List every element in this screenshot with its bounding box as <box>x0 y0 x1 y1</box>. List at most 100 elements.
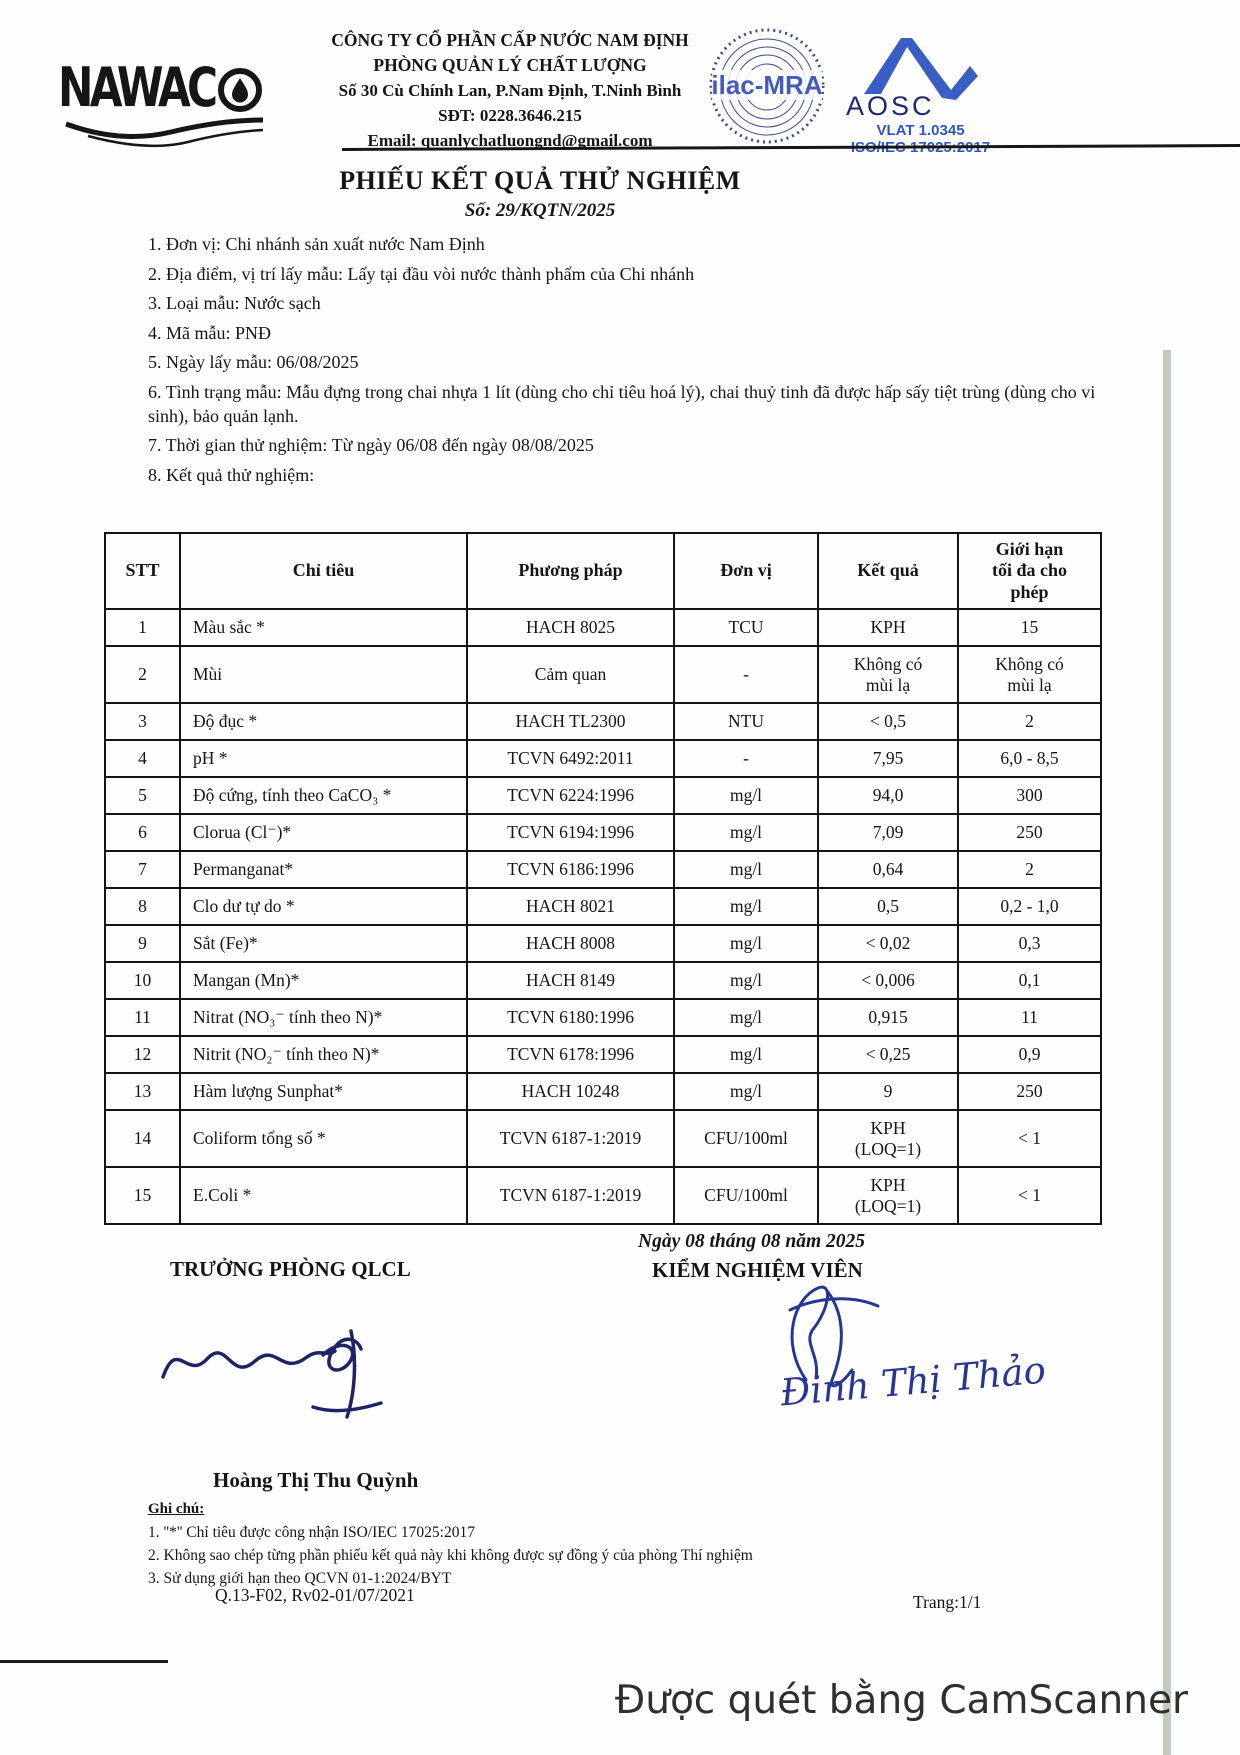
table-cell: TCVN 6492:2011 <box>466 739 675 778</box>
info-item-ket-qua: 8. Kết quả thử nghiệm: <box>148 464 315 485</box>
info-item-thoi-gian: 7. Thời gian thử nghiệm: Từ ngày 06/08 đ… <box>148 435 594 455</box>
logo-wave-line <box>65 117 264 139</box>
table-cell: 250 <box>957 813 1102 852</box>
ilac-mra-stamp: ilac-MRA <box>708 26 826 146</box>
scan-artifact-horizontal-line <box>0 1660 168 1663</box>
info-item-don-vi: 1. Đơn vị: Chi nhánh sản xuất nước Nam Đ… <box>148 234 485 254</box>
table-cell: TCVN 6194:1996 <box>466 813 675 852</box>
table-cell: 7 <box>104 850 181 889</box>
table-cell: Mangan (Mn)* <box>179 961 468 1000</box>
table-header-cell: Giới hạn tối đa cho phép <box>957 532 1102 610</box>
table-cell: Clo dư tự do * <box>179 887 468 926</box>
table-cell: 9 <box>817 1072 959 1111</box>
table-cell: HACH 8025 <box>466 608 675 647</box>
info-item-tinh-trang-mau: 6. Tình trạng mẫu: Mẫu đựng trong chai n… <box>148 381 1096 426</box>
table-cell: E.Coli * <box>179 1166 468 1225</box>
table-cell: mg/l <box>673 776 819 815</box>
left-signature-mark <box>155 1315 445 1440</box>
notes-section: Ghi chú: 1. ''*'' Chỉ tiêu được công nhậ… <box>148 1498 1048 1590</box>
aosc-logo: AOSC VLAT 1.0345 ISO/IEC 17025:2017 <box>838 28 1003 156</box>
table-cell: mg/l <box>673 998 819 1037</box>
table-cell: 6,0 - 8,5 <box>957 739 1102 778</box>
table-cell: TCVN 6186:1996 <box>466 850 675 889</box>
water-drop-icon <box>232 78 248 103</box>
table-cell: Độ cứng, tính theo CaCO₃ * <box>179 776 468 815</box>
table-cell: 0,3 <box>957 924 1102 963</box>
table-cell: mg/l <box>673 887 819 926</box>
info-item-dia-diem: 2. Địa điểm, vị trí lấy mẫu: Lấy tại đầu… <box>148 263 695 284</box>
table-cell: TCVN 6180:1996 <box>466 998 675 1037</box>
note-item-1: 1. ''*'' Chỉ tiêu được công nhận ISO/IEC… <box>148 1524 475 1541</box>
table-cell: TCVN 6224:1996 <box>466 776 675 815</box>
table-row: 7 Permanganat* TCVN 6186:1996 mg/l 0,64 2 <box>104 850 1102 889</box>
ilac-mra-stamp-text: ilac-MRA <box>711 70 822 100</box>
department-name: PHÒNG QUẢN LÝ CHẤT LƯỢNG <box>373 55 647 75</box>
table-cell: mg/l <box>673 1035 819 1074</box>
test-results-table: STT Chỉ tiêu Phương pháp Đơn vị Kết quả Giới … <box>104 532 1102 1225</box>
table-cell: - <box>673 645 819 704</box>
scan-artifact-vertical-line <box>1163 350 1171 1755</box>
table-cell: Nitrat (NO₃⁻ tính theo N)* <box>179 998 468 1037</box>
logo-letter-o <box>218 68 262 112</box>
table-cell: 250 <box>957 1072 1102 1111</box>
table-row: 11 Nitrat (NO₃⁻ tính theo N)* TCVN 6180:19… <box>104 998 1102 1037</box>
table-cell: 12 <box>104 1035 181 1074</box>
table-cell: 2 <box>957 702 1102 741</box>
table-cell: Không có mùi lạ <box>817 645 959 704</box>
table-cell: Nitrit (NO₂⁻ tính theo N)* <box>179 1035 468 1074</box>
info-item-ngay-lay-mau: 5. Ngày lấy mẫu: 06/08/2025 <box>148 352 359 372</box>
aosc-glyph-right-stroke <box>900 38 951 98</box>
table-cell: 2 <box>104 645 181 704</box>
table-cell: mg/l <box>673 1072 819 1111</box>
camscanner-watermark: Được quét bằng CamScanner <box>615 1678 1189 1723</box>
info-item-ma-mau: 4. Mã mẫu: PNĐ <box>148 322 271 343</box>
info-item-loai-mau: 3. Loại mẫu: Nước sạch <box>148 293 321 313</box>
table-cell: < 0,25 <box>817 1035 959 1074</box>
table-cell: 3 <box>104 702 181 741</box>
document-form-code: Q.13-F02, Rv02-01/07/2021 <box>215 1585 415 1605</box>
table-header-cell: STT <box>104 532 181 610</box>
table-row: 8 Clo dư tự do * HACH 8021 mg/l 0,5 0,2 - 1,0 <box>104 887 1102 926</box>
table-header: STT Chỉ tiêu Phương pháp Đơn vị Kết quả Giới … <box>104 532 1102 610</box>
table-cell: 13 <box>104 1072 181 1111</box>
table-cell: mg/l <box>673 813 819 852</box>
aosc-glyph-check-tail <box>941 66 978 100</box>
table-row: 12 Nitrit (NO₂⁻ tính theo N)* TCVN 6178:19… <box>104 1035 1102 1074</box>
table-cell: 94,0 <box>817 776 959 815</box>
table-cell: TCVN 6187-1:2019 <box>466 1166 675 1225</box>
table-row: 10 Mangan (Mn)* HACH 8149 mg/l < 0,006 0,1 <box>104 961 1102 1000</box>
table-row: 3 Độ đục * HACH TL2300 NTU < 0,5 2 <box>104 702 1102 741</box>
page-number: Trang:1/1 <box>913 1592 982 1612</box>
table-cell: HACH 8008 <box>466 924 675 963</box>
table-cell: 0,9 <box>957 1035 1102 1074</box>
table-cell: 11 <box>104 998 181 1037</box>
company-header: CÔNG TY CỔ PHẦN CẤP NƯỚC NAM ĐỊNH PHÒNG … <box>295 28 725 153</box>
nawaco-logo: NAWAC <box>58 50 273 150</box>
ilac-mra-stamp-graphic: ilac-MRA <box>709 28 825 144</box>
table-cell: mg/l <box>673 961 819 1000</box>
note-item-2: 2. Không sao chép từng phần phiếu kết qu… <box>148 1547 753 1564</box>
table-row: 6 Clorua (Cl⁻)* TCVN 6194:1996 mg/l 7,09 250 <box>104 813 1102 852</box>
table-cell: TCU <box>673 608 819 647</box>
table-cell: Không có mùi lạ <box>957 645 1102 704</box>
table-cell: 0,1 <box>957 961 1102 1000</box>
sample-info-list: 1. Đơn vị: Chi nhánh sản xuất nước Nam Đ… <box>148 232 1138 492</box>
table-cell: 7,95 <box>817 739 959 778</box>
nawaco-logo-graphic: NAWAC <box>58 57 264 148</box>
table-cell: 5 <box>104 776 181 815</box>
table-cell: 0,915 <box>817 998 959 1037</box>
table-cell: 15 <box>957 608 1102 647</box>
table-cell: Permanganat* <box>179 850 468 889</box>
table-cell: 7,09 <box>817 813 959 852</box>
table-cell: Độ đục * <box>179 702 468 741</box>
table-cell: 10 <box>104 961 181 1000</box>
table-cell: NTU <box>673 702 819 741</box>
table-cell: Coliform tổng số * <box>179 1109 468 1168</box>
table-cell: mg/l <box>673 850 819 889</box>
table-cell: 2 <box>957 850 1102 889</box>
signature-date: Ngày 08 tháng 08 năm 2025 <box>638 1231 865 1252</box>
left-signatory-title: TRƯỞNG PHÒNG QLCL <box>170 1257 411 1281</box>
document-number: Số: 29/KQTN/2025 <box>464 200 616 221</box>
company-name: CÔNG TY CỔ PHẦN CẤP NƯỚC NAM ĐỊNH <box>331 30 689 50</box>
table-header-cell: Chỉ tiêu <box>179 532 468 610</box>
